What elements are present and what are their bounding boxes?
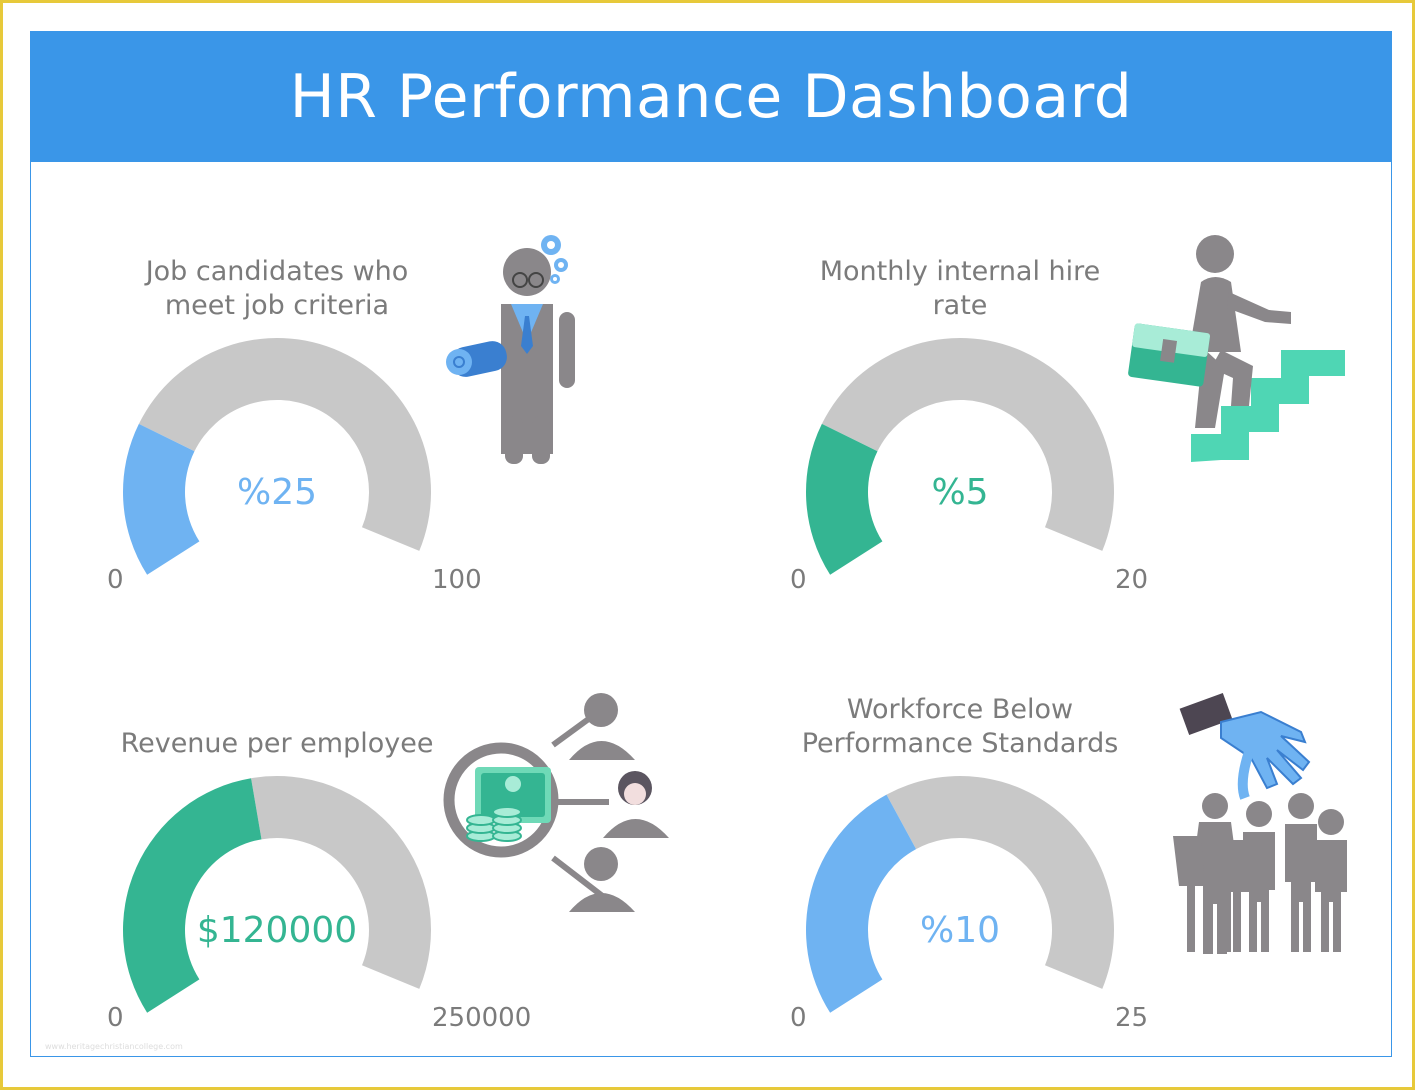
gauge-min-label: 0: [107, 565, 124, 595]
gauge-min-label: 0: [790, 565, 807, 595]
gauge-value-arc: [123, 423, 200, 575]
man-climbing-stairs-icon: [1128, 235, 1345, 462]
gauge-track: [821, 337, 1115, 551]
gauge-min-label: 0: [107, 1003, 124, 1033]
gauge-track: [886, 775, 1115, 989]
gauge-max-label: 100: [432, 565, 482, 595]
gauge-value-label: $120000: [197, 910, 357, 951]
gauge-track: [251, 775, 432, 989]
gauge-value-label: %5: [931, 472, 988, 513]
gauge-track: [138, 337, 432, 551]
gauge-title-line: rate: [933, 290, 988, 321]
gauge-title-line: Revenue per employee: [121, 728, 434, 759]
gauge-3: Revenue per employee $120000 0 250000: [107, 728, 531, 1033]
gauge-value-arc: [123, 778, 262, 1013]
gauge-value-arc: [806, 794, 917, 1013]
gauge-title-line: Job candidates who: [144, 256, 409, 287]
gauge-title-line: meet job criteria: [165, 290, 389, 321]
gauge-title-line: Performance Standards: [802, 728, 1119, 759]
gauge-value-arc: [806, 423, 883, 575]
page-title: HR Performance Dashboard: [289, 62, 1133, 132]
gauge-min-label: 0: [790, 1003, 807, 1033]
gauge-max-label: 20: [1115, 565, 1148, 595]
header-bar: HR Performance Dashboard: [31, 32, 1391, 162]
watermark: www.heritagechristiancollege.com: [45, 1042, 183, 1051]
dashboard-panel: HR Performance Dashboard Job candidates …: [30, 31, 1392, 1057]
hand-picking-crowd-icon: [1173, 692, 1347, 954]
gauge-max-label: 25: [1115, 1003, 1148, 1033]
gauge-value-label: %25: [237, 472, 317, 513]
businessman-with-blueprint-icon: [446, 235, 575, 464]
gauge-max-label: 250000: [432, 1003, 531, 1033]
gauge-title-line: Monthly internal hire: [820, 256, 1101, 287]
money-magnifier-people-icon: [443, 693, 669, 912]
gauge-title-line: Workforce Below: [847, 694, 1073, 725]
gauge-value-label: %10: [920, 910, 1000, 951]
